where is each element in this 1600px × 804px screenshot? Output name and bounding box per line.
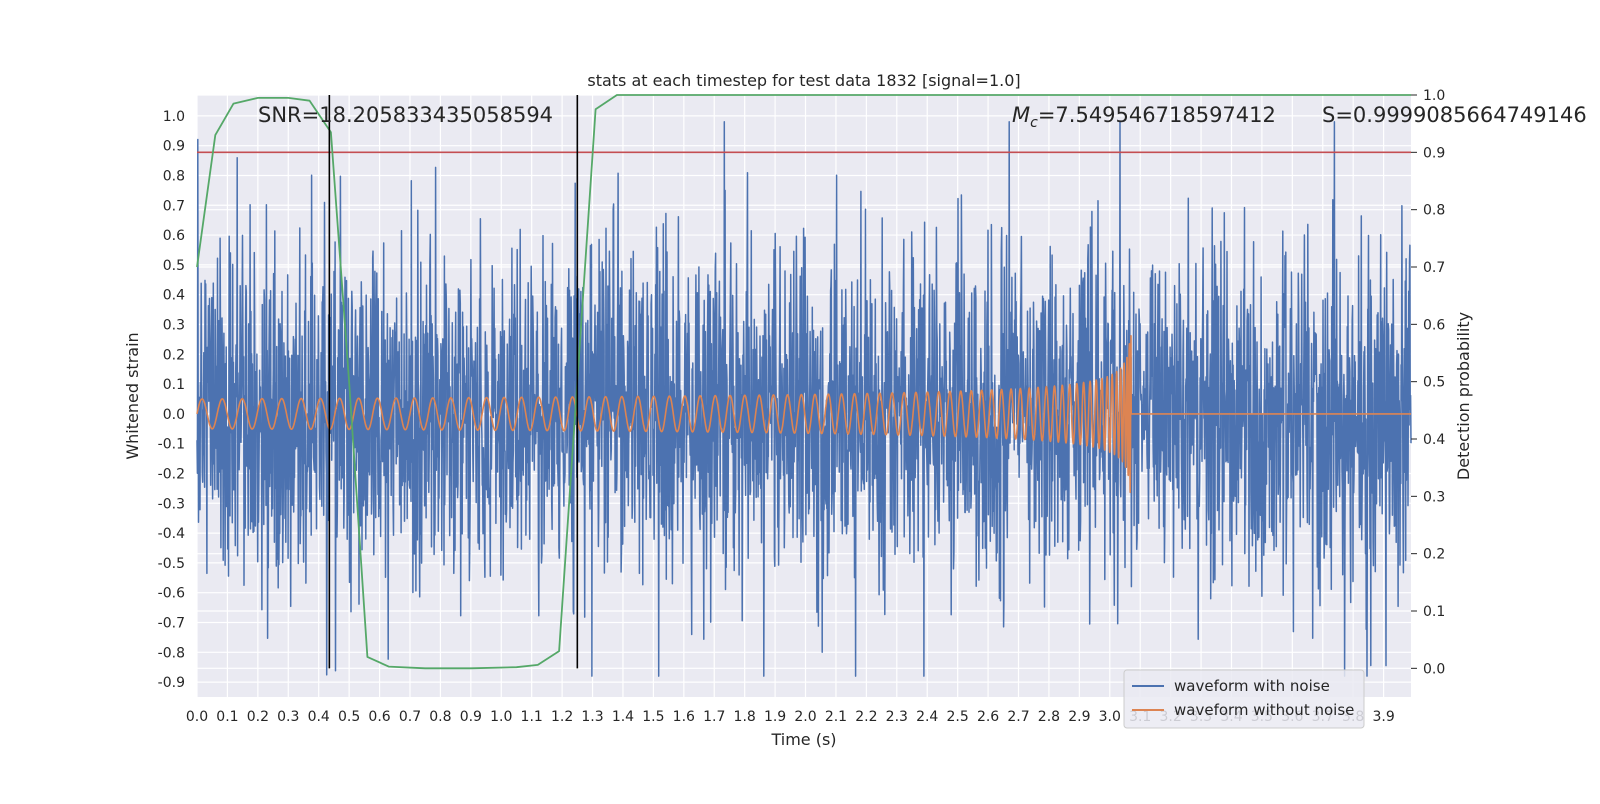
y-tick-label: -0.4 (158, 526, 185, 542)
x-tick-label: 0.1 (216, 709, 238, 725)
legend-label-noise: waveform with noise (1174, 677, 1330, 695)
y-tick-label: -0.9 (158, 675, 185, 691)
y-tick-label: -0.3 (158, 496, 185, 512)
x-tick-label: 1.9 (764, 709, 786, 725)
y-tick-label: -0.1 (158, 437, 185, 453)
x-tick-label: 2.7 (1007, 709, 1029, 725)
x-tick-label: 1.4 (612, 709, 634, 725)
x-tick-label: 0.3 (277, 709, 299, 725)
y-tick-label: 1.0 (163, 109, 185, 125)
x-tick-label: 2.2 (855, 709, 877, 725)
x-tick-label: 0.6 (368, 709, 390, 725)
y-tick-label: 0.6 (163, 228, 185, 244)
y-right-tick-label: 0.4 (1423, 432, 1445, 448)
snr-annotation: SNR=18.205833435058594 (258, 103, 553, 127)
x-tick-label: 1.7 (703, 709, 725, 725)
y-tick-label: -0.6 (158, 586, 185, 602)
y-right-tick-label: 0.9 (1423, 145, 1445, 161)
x-tick-label: 0.5 (338, 709, 360, 725)
chirp-mass-value: =7.549546718597412 (1038, 103, 1276, 127)
x-tick-label: 3.0 (1099, 709, 1121, 725)
y-tick-label: -0.2 (158, 466, 185, 482)
x-tick-label: 2.8 (1038, 709, 1060, 725)
y-right-tick-label: 0.0 (1423, 661, 1445, 677)
series-waveform-without-noise (196, 334, 1412, 494)
x-tick-label: 1.1 (521, 709, 543, 725)
y-tick-label: 0.7 (163, 198, 185, 214)
y-tick-label: 0.9 (163, 139, 185, 155)
y-right-tick-label: 0.3 (1423, 489, 1445, 505)
x-tick-label: 1.3 (581, 709, 603, 725)
y-right-tick-label: 0.6 (1423, 317, 1445, 333)
x-tick-label: 1.6 (673, 709, 695, 725)
series-waveform-with-noise (196, 121, 1412, 677)
y-right-tick-label: 0.2 (1423, 547, 1445, 563)
legend-box (1123, 669, 1365, 729)
chirp-mass-subscript: c (1030, 115, 1038, 131)
y-axis-right-label: Detection probability (1454, 312, 1473, 480)
series-layer (196, 121, 1412, 677)
x-tick-label: 2.0 (794, 709, 816, 725)
y-tick-label: 0.3 (163, 317, 185, 333)
chirp-mass-annotation: Mc=7.549546718597412 (1012, 103, 1276, 131)
x-axis-label: Time (s) (770, 730, 836, 749)
x-tick-label: 1.0 (490, 709, 512, 725)
y-tick-label: 0.4 (163, 288, 185, 304)
y-right-tick-label: 0.5 (1423, 375, 1445, 391)
chirp-mass-symbol: M (1012, 103, 1030, 127)
x-tick-label: 0.0 (186, 709, 208, 725)
y-right-tick-label: 0.7 (1423, 260, 1445, 276)
y-tick-label: 0.0 (163, 407, 185, 423)
y-tick-label: -0.5 (158, 556, 185, 572)
overlay-layer (196, 94, 1411, 670)
x-tick-label: 0.8 (429, 709, 451, 725)
y-tick-label: -0.7 (158, 615, 185, 631)
x-tick-label: 0.4 (308, 709, 330, 725)
y-tick-label: -0.8 (158, 645, 185, 661)
y-tick-label: 0.1 (163, 377, 185, 393)
x-tick-label: 2.5 (947, 709, 969, 725)
y-right-tick-label: 0.8 (1423, 203, 1445, 219)
x-tick-label: 2.6 (977, 709, 999, 725)
legend: waveform with noise waveform without noi… (1123, 669, 1365, 729)
x-tick-label: 2.9 (1068, 709, 1090, 725)
y-right-tick-label: 1.0 (1423, 88, 1445, 104)
x-tick-label: 2.4 (916, 709, 938, 725)
y-axis-label: Whitened strain (123, 332, 142, 459)
y-tick-label: 0.2 (163, 347, 185, 363)
y-right-tick-label: 0.1 (1423, 604, 1445, 620)
y-tick-label: 0.8 (163, 168, 185, 184)
x-tick-label: 0.9 (460, 709, 482, 725)
x-tick-label: 3.9 (1372, 709, 1394, 725)
x-tick-label: 1.5 (642, 709, 664, 725)
x-tick-label: 0.2 (247, 709, 269, 725)
x-tick-label: 1.2 (551, 709, 573, 725)
x-tick-label: 2.1 (825, 709, 847, 725)
chart-title: stats at each timestep for test data 183… (587, 71, 1020, 90)
legend-label-clean: waveform without noise (1174, 701, 1354, 719)
x-tick-label: 2.3 (886, 709, 908, 725)
x-tick-label: 1.8 (734, 709, 756, 725)
y-tick-label: 0.5 (163, 258, 185, 274)
s-annotation: S=0.9999085664749146 (1322, 103, 1587, 127)
x-tick-label: 0.7 (399, 709, 421, 725)
